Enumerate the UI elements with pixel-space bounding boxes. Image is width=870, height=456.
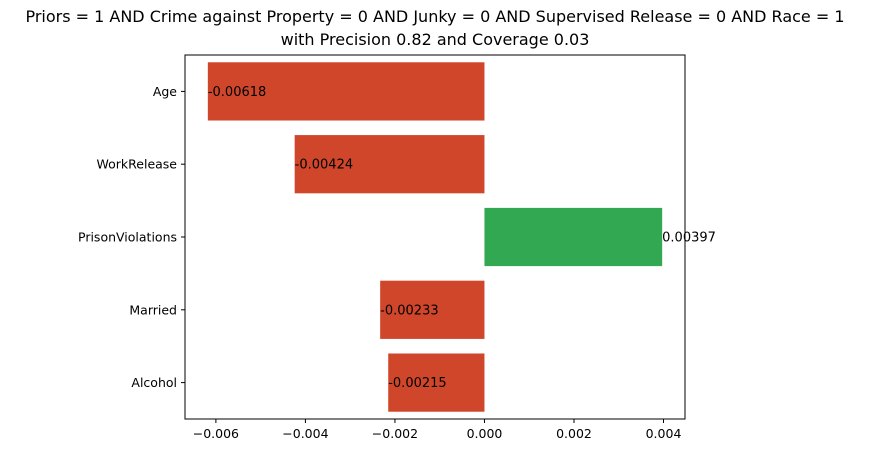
plot-area: Age -0.00618 WorkRelease -0.00424 PrisonViol… (78, 54, 716, 441)
bar-workrelease (294, 135, 485, 194)
bar-value-label: -0.00618 (208, 85, 266, 100)
bar-married (380, 280, 485, 339)
y-tick-label: PrisonViolations (78, 230, 177, 245)
x-tick-label: −0.006 (193, 426, 239, 441)
bar-value-label: -0.00215 (388, 376, 446, 391)
bar-value-label: -0.00424 (295, 158, 353, 173)
x-tick-label: −0.004 (282, 426, 328, 441)
y-tick-label: Alcohol (131, 375, 177, 390)
y-tick-label: WorkRelease (97, 157, 178, 172)
bar-alcohol (388, 353, 485, 412)
x-tick-label: 0.002 (556, 426, 592, 441)
bar-value-label: 0.00397 (662, 231, 716, 246)
bar-age (207, 62, 485, 121)
axes-frame (184, 54, 686, 420)
bar-prisonviolations (484, 207, 663, 267)
bar-value-label: -0.00233 (380, 303, 438, 318)
y-tick-label: Married (129, 302, 177, 317)
x-tick-label: 0.000 (467, 426, 503, 441)
chart-title-line2: with Precision 0.82 and Coverage 0.03 (281, 30, 590, 49)
y-tick-label: Age (153, 84, 177, 99)
x-tick-label: 0.004 (646, 426, 682, 441)
chart-title-line1: Priors = 1 AND Crime against Property = … (25, 7, 844, 26)
x-tick-label: −0.002 (372, 426, 418, 441)
